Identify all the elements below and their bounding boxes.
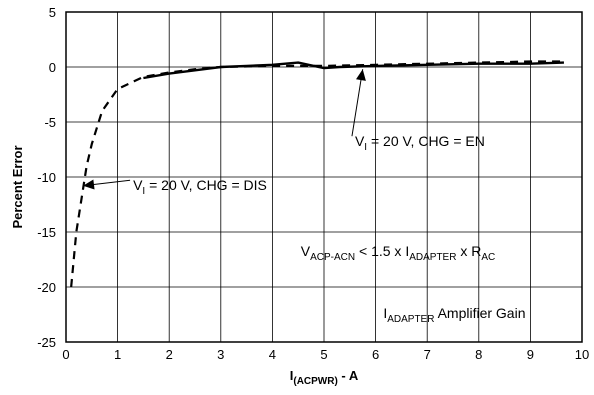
annotation-arrowhead	[83, 179, 95, 190]
x-tick-label: 3	[217, 347, 224, 362]
x-tick-label: 10	[575, 347, 589, 362]
annotation-chg-dis: VI = 20 V, CHG = DIS	[133, 177, 267, 197]
x-axis-label-suffix: - A	[338, 368, 359, 383]
series-line-chg-dis	[70, 60, 564, 288]
x-tick-label: 4	[269, 347, 276, 362]
y-tick-label: -20	[37, 280, 56, 295]
x-axis-label-main: I	[290, 368, 294, 383]
annotation-arrowhead	[356, 69, 366, 81]
x-tick-label: 9	[527, 347, 534, 362]
formula-annotation: VACP-ACN < 1.5 x IADAPTER x RAC	[301, 243, 495, 263]
x-axis-label: I(ACPWR) - A	[290, 368, 359, 387]
y-tick-label: -10	[37, 170, 56, 185]
x-tick-label: 7	[424, 347, 431, 362]
x-tick-label: 8	[475, 347, 482, 362]
series-line-chg-en	[143, 61, 564, 80]
y-tick-label: -25	[37, 335, 56, 350]
annotation-chg-en: VI = 20 V, CHG = EN	[355, 133, 485, 153]
x-tick-label: 2	[166, 347, 173, 362]
y-axis-label: Percent Error	[10, 145, 25, 228]
x-tick-label: 0	[62, 347, 69, 362]
y-tick-label: -5	[44, 115, 56, 130]
y-tick-label: -15	[37, 225, 56, 240]
y-tick-label: 0	[49, 60, 56, 75]
amplifier-gain-caption: IADAPTER Amplifier Gain	[383, 305, 525, 325]
annotation-arrow-line	[351, 69, 364, 137]
x-tick-label: 5	[320, 347, 327, 362]
y-tick-labels: 5 0 -5 -10 -15 -20 -25	[37, 5, 56, 350]
y-tick-label: 5	[49, 5, 56, 20]
plot-frame	[65, 11, 583, 343]
x-tick-label: 6	[372, 347, 379, 362]
series-lines	[70, 60, 564, 288]
grid-lines	[66, 12, 582, 342]
x-tick-label: 1	[114, 347, 121, 362]
annotations: VI = 20 V, CHG = EN VI = 20 V, CHG = DIS V…	[82, 69, 526, 325]
x-tick-labels: 0 1 2 3 4 5 6 7 8 9 10	[62, 347, 589, 362]
x-axis-label-sub: (ACPWR)	[293, 376, 337, 387]
